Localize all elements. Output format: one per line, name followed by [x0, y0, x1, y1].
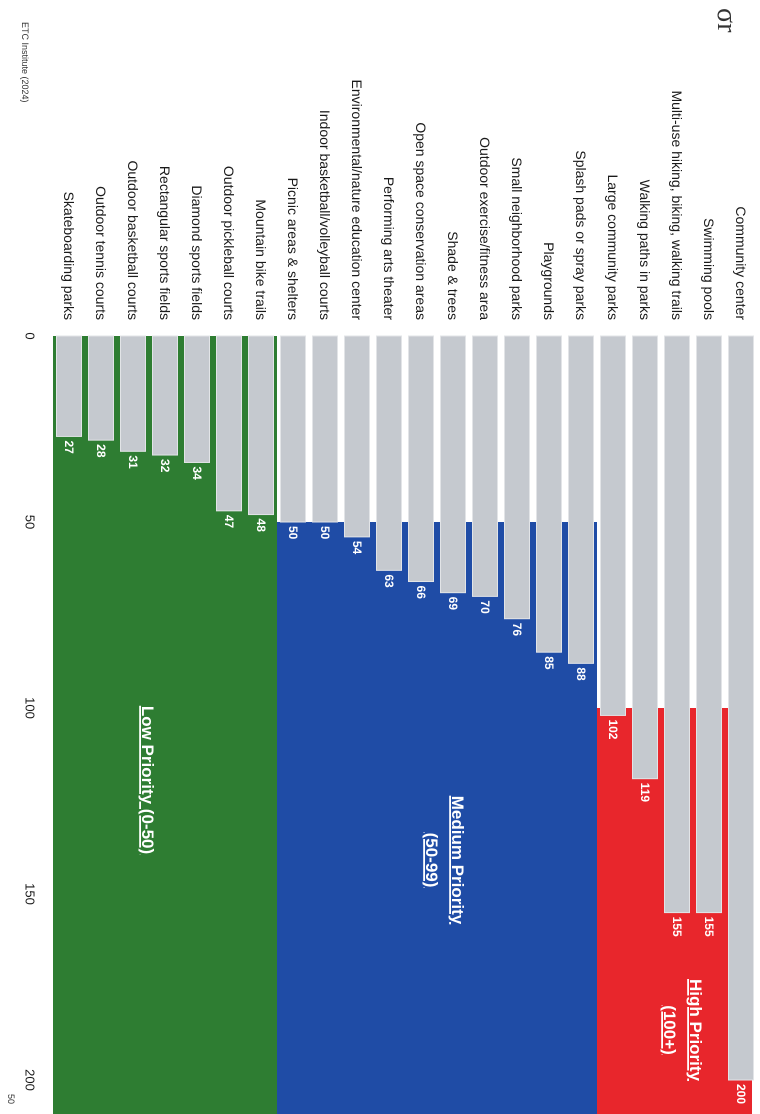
value-label: 63: [382, 574, 396, 588]
category-label: Swimming pools: [701, 218, 717, 320]
value-label: 70: [478, 600, 492, 614]
value-label: 76: [510, 623, 524, 637]
value-label: 66: [414, 586, 428, 600]
bar-indoor-basketball-volleyball-courts: [312, 335, 338, 523]
value-label: 47: [222, 515, 236, 529]
category-label: Outdoor basketball courts: [125, 160, 141, 320]
x-axis-ticks: 0 50 100 150 200: [23, 332, 38, 1090]
bar-small-neighborhood-parks: [504, 335, 530, 620]
value-label: 200: [734, 1084, 748, 1104]
bar-environmental-nature-education-center: [344, 335, 370, 538]
value-label: 31: [126, 455, 140, 469]
category-label: Playgrounds: [541, 242, 557, 320]
bar-splash-pads-or-spray-parks: [568, 335, 594, 664]
bar-walking-paths-in-parks: [632, 335, 658, 780]
value-label: 119: [638, 783, 652, 803]
category-label: Picnic areas & shelters: [285, 178, 301, 320]
category-label: Walking paths in parks: [637, 180, 653, 320]
category-label: Mountain bike trails: [253, 199, 269, 320]
category-label: Splash pads or spray parks: [573, 150, 589, 320]
zone-label-low-priority-0-50: Low Priority (0-50): [138, 706, 157, 854]
bar-playgrounds: [536, 335, 562, 653]
header-fragment: σr: [711, 8, 742, 33]
bar-outdoor-exercise-fitness-area: [472, 335, 498, 597]
category-label: Performing arts theater: [381, 177, 397, 321]
bar-skateboarding-parks: [56, 335, 82, 437]
bar-diamond-sports-fields: [184, 335, 210, 463]
x-tick-label: 50: [23, 515, 38, 529]
bars: [56, 335, 754, 1081]
value-label: 155: [670, 917, 684, 937]
x-tick-label: 200: [23, 1069, 38, 1091]
bar-outdoor-pickleball-courts: [216, 335, 242, 512]
x-tick-label: 100: [23, 697, 38, 719]
bar-community-center: [728, 335, 754, 1081]
corner-number: 50: [6, 1094, 16, 1104]
value-label: 48: [254, 519, 268, 533]
category-label: Small neighborhood parks: [509, 157, 525, 320]
value-label: 28: [94, 444, 108, 458]
value-label: 85: [542, 656, 556, 670]
category-label: Outdoor exercise/fitness area: [477, 137, 493, 320]
value-label: 69: [446, 597, 460, 611]
bar-multi-use-hiking-biking-walking-trails: [664, 335, 690, 914]
category-label: Open space conservation areas: [413, 122, 429, 320]
x-tick-label: 150: [23, 883, 38, 905]
category-labels: Community center Swimming pools Multi-use …: [61, 80, 749, 321]
value-label: 34: [190, 466, 204, 480]
bar-outdoor-tennis-courts: [88, 335, 114, 441]
value-labels: 200 155 155 119 102 88 85 76 70 69 66 63 54 50 50 48 47 3…: [62, 440, 748, 1104]
bar-shade-trees: [440, 335, 466, 594]
x-tick-label: 0: [23, 332, 38, 339]
category-label: Indoor basketball/volleyball courts: [317, 110, 333, 320]
value-label: 88: [574, 667, 588, 681]
category-label: Environmental/nature education center: [349, 80, 365, 321]
value-label: 155: [702, 917, 716, 937]
category-label: Rectangular sports fields: [157, 166, 173, 320]
bar-swimming-pools: [696, 335, 722, 914]
value-label: 54: [350, 541, 364, 555]
category-label: Skateboarding parks: [61, 192, 77, 320]
value-label: 27: [62, 440, 76, 454]
bar-outdoor-basketball-courts: [120, 335, 146, 452]
zone-labels: High Priority(100+) Medium Priority(50-99…: [138, 706, 705, 1082]
bar-rectangular-sports-fields: [152, 335, 178, 456]
category-label: Large community parks: [605, 174, 621, 320]
value-label: 50: [318, 526, 332, 540]
bar-large-community-parks: [600, 335, 626, 716]
category-label: Diamond sports fields: [189, 185, 205, 320]
value-label: 102: [606, 719, 620, 739]
category-label: Outdoor tennis courts: [93, 186, 109, 320]
bar-performing-arts-theater: [376, 335, 402, 571]
zone-label-medium-priority: Medium Priority(50-99): [422, 796, 467, 925]
category-label: Multi-use hiking, biking, walking trails: [669, 90, 685, 320]
value-label: 50: [286, 526, 300, 540]
bar-mountain-bike-trails: [248, 335, 274, 516]
category-label: Outdoor pickleball courts: [221, 166, 237, 320]
value-label: 32: [158, 459, 172, 473]
bar-open-space-conservation-areas: [408, 335, 434, 583]
zone-label-high-priority: High Priority(100+): [660, 979, 705, 1082]
bar-picnic-areas-shelters: [280, 335, 306, 523]
category-label: Shade & trees: [445, 231, 461, 320]
source-note: ETC Institute (2024): [20, 22, 30, 103]
category-label: Community center: [733, 206, 749, 320]
